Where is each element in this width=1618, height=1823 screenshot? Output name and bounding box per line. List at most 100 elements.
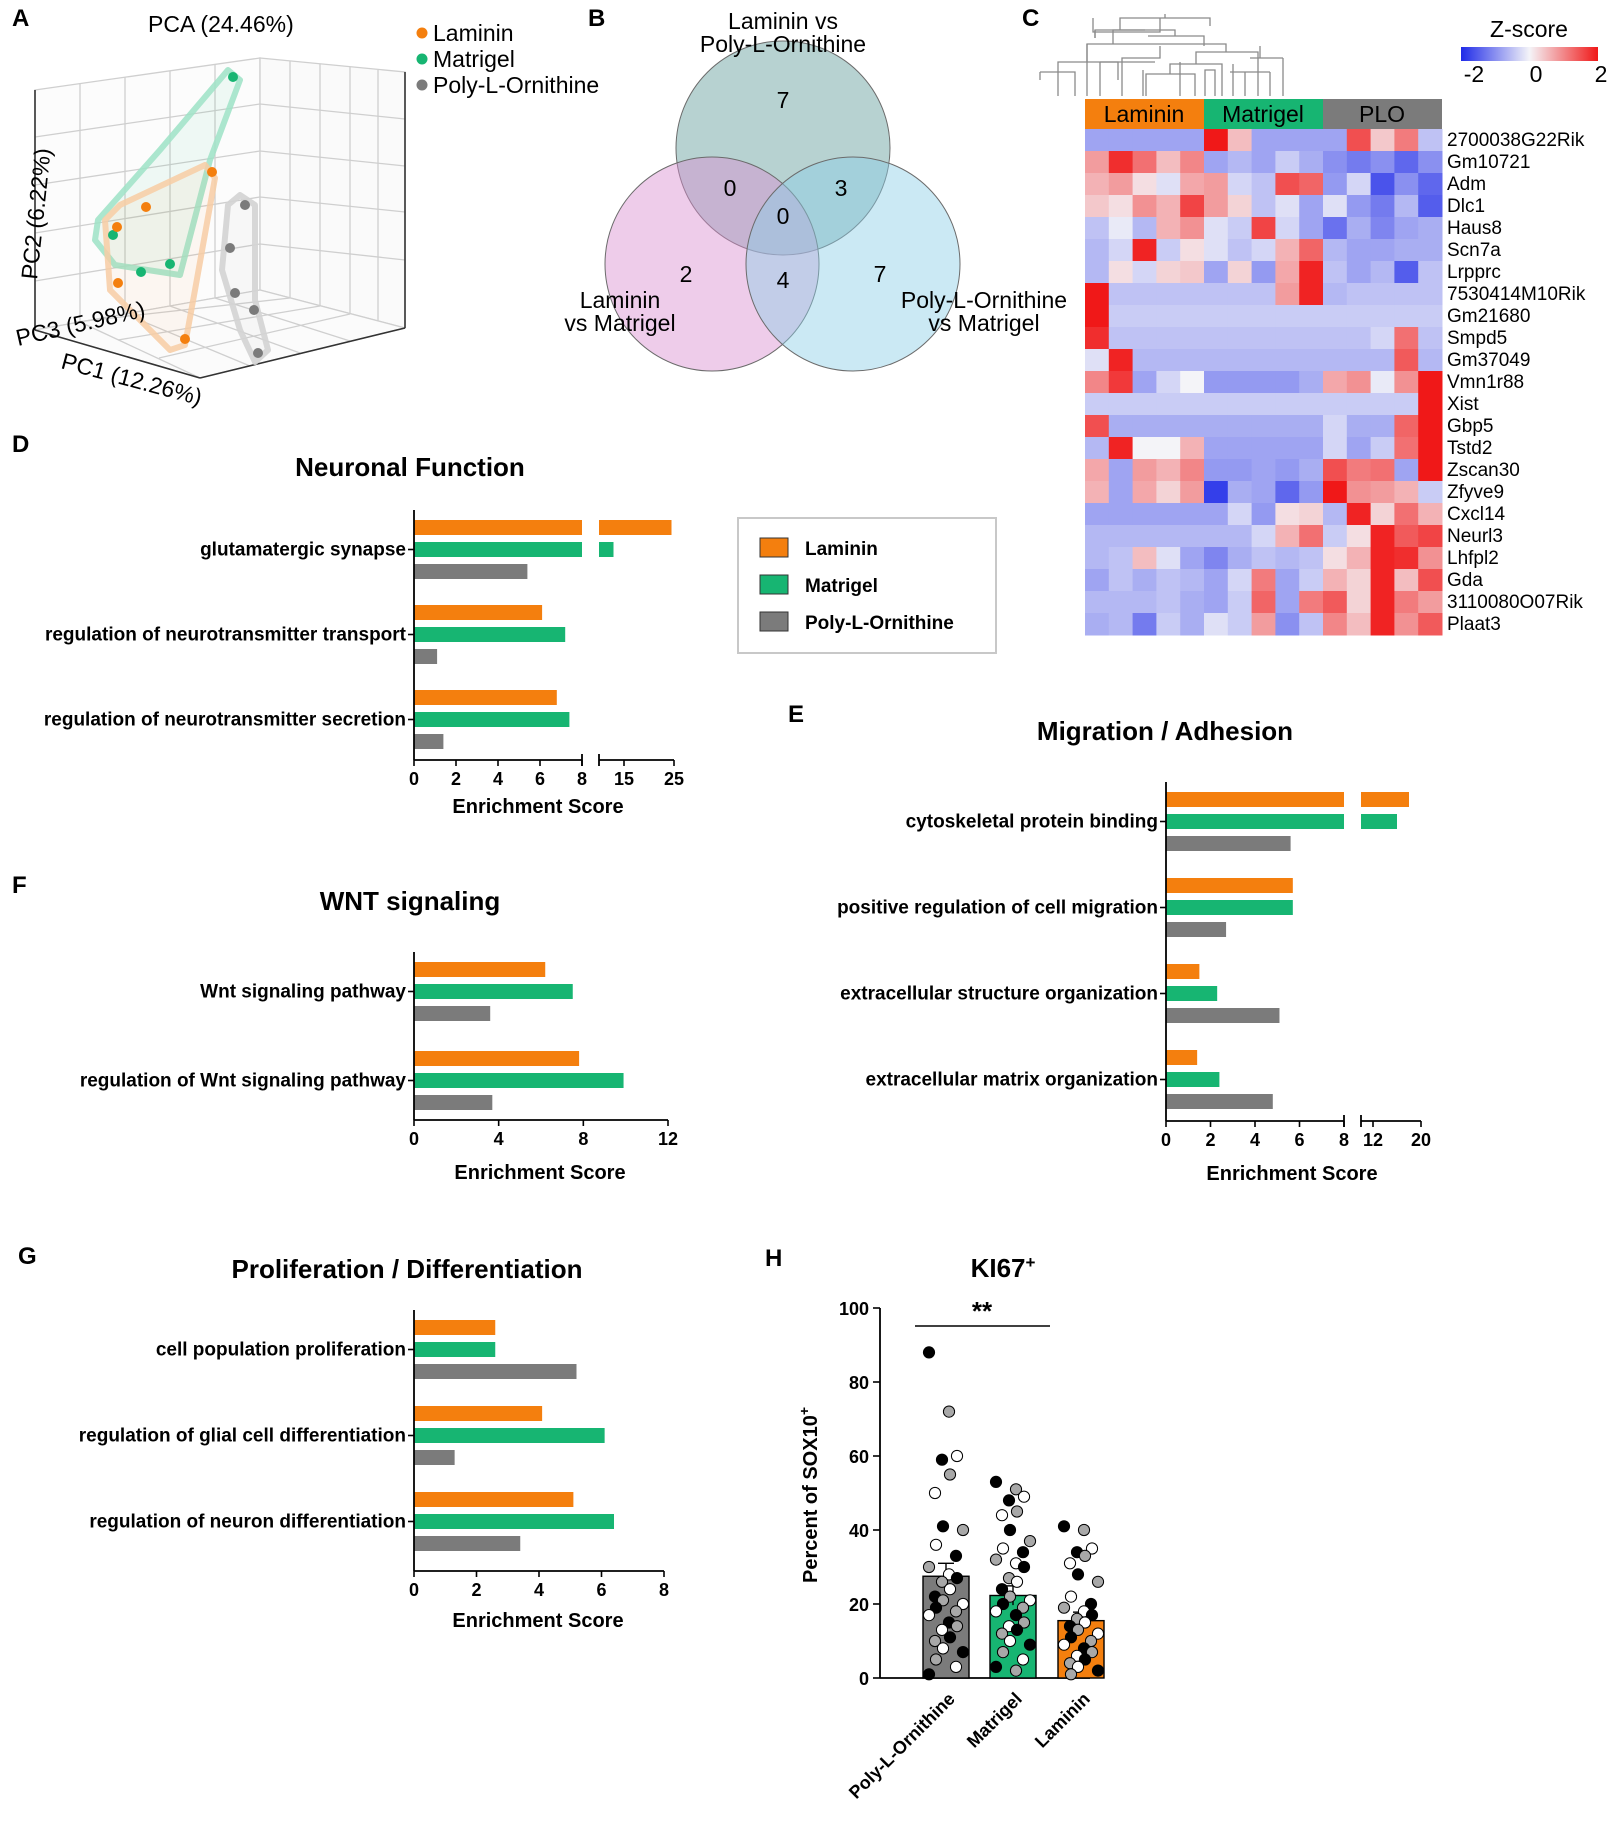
- heatmap-cell: [1227, 195, 1253, 218]
- heatmap-gene-label: Lrpprc: [1447, 262, 1501, 283]
- data-point: [935, 1623, 949, 1637]
- data-point: [1078, 1653, 1092, 1666]
- heatmap-cell: [1323, 261, 1348, 284]
- data-point: [1003, 1590, 1017, 1603]
- heatmap-cell: [1204, 239, 1229, 262]
- heatmap-cell: [1227, 129, 1253, 152]
- heatmap-gene-label: Vmn1r88: [1447, 372, 1524, 393]
- pca-point: [180, 334, 190, 344]
- heatmap-cell: [1180, 525, 1205, 548]
- heatmap-group-label-laminin: Laminin: [1104, 101, 1185, 127]
- category-label: extracellular matrix organization: [866, 1070, 1159, 1091]
- heatmap-cell: [1418, 239, 1443, 262]
- data-point: [995, 1583, 1009, 1596]
- data-point: [1010, 1623, 1024, 1637]
- heatmap-cell: [1370, 415, 1395, 438]
- x-tick-label: 20: [1411, 1130, 1431, 1150]
- heatmap-cell: [1323, 547, 1348, 570]
- heatmap-cell: [1251, 327, 1276, 350]
- heatmap-cell: [1085, 195, 1110, 218]
- heatmap-cell: [1346, 503, 1372, 526]
- data-point: [1016, 1601, 1030, 1614]
- data-point: [949, 1660, 963, 1674]
- data-point: [1077, 1523, 1091, 1537]
- heatmap-cell: [1299, 393, 1324, 416]
- bar: [414, 605, 543, 620]
- heatmap-cell: [1132, 503, 1157, 526]
- heatmap-cell: [1346, 393, 1372, 416]
- heatmap-cell: [1299, 481, 1324, 504]
- y-tick-label: 100: [839, 1299, 869, 1319]
- panel-label-h: H: [765, 1245, 782, 1272]
- heatmap-cell: [1370, 393, 1395, 416]
- data-point: [929, 1601, 943, 1614]
- bar: [1166, 792, 1344, 807]
- x-tick-label: 6: [1294, 1130, 1304, 1150]
- data-point: [1071, 1623, 1085, 1637]
- heatmap-cell: [1156, 591, 1181, 614]
- heatmap-cell: [1299, 261, 1324, 284]
- chart-e-migration-adhesion: Migration / Adhesion cytoskeletal protein…: [837, 716, 1431, 1185]
- heatmap-cell: [1346, 547, 1372, 570]
- y-tick-label: 0: [859, 1669, 869, 1689]
- data-point: [1010, 1505, 1024, 1518]
- heatmap-cell: [1156, 613, 1181, 636]
- x-tick-label: 2: [451, 769, 461, 789]
- heatmap-cell: [1251, 349, 1276, 372]
- heatmap-cell: [1346, 437, 1372, 460]
- data-point: [950, 1572, 964, 1585]
- heatmap-cell: [1156, 437, 1181, 460]
- venn-top-label-1: Laminin vs: [728, 8, 838, 34]
- bar: [414, 1450, 455, 1465]
- heatmap-cell: [1227, 283, 1253, 306]
- heatmap-cell: [1180, 481, 1205, 504]
- heatmap-cell: [1394, 173, 1419, 196]
- pca-hull-plo: [219, 192, 271, 365]
- pca-hull-matrigel: [92, 67, 243, 278]
- heatmap-cell: [1108, 591, 1134, 614]
- heatmap-cell: [1418, 613, 1443, 636]
- heatmap-cell: [1204, 349, 1229, 372]
- heatmap-cell: [1180, 239, 1205, 262]
- y-tick-label: 80: [849, 1373, 869, 1393]
- heatmap-cell: [1299, 415, 1324, 438]
- x-tick-label: 0: [409, 1129, 419, 1149]
- pca-hull-laminin: [102, 162, 218, 353]
- bar: [1166, 1094, 1273, 1109]
- heatmap-cell: [1346, 129, 1372, 152]
- heatmap-cell: [1108, 371, 1134, 394]
- heatmap-cell: [1299, 569, 1324, 592]
- bar: [414, 1006, 491, 1021]
- data-point: [1064, 1668, 1078, 1681]
- pca-point: [136, 267, 146, 277]
- bar: [414, 564, 528, 579]
- data-point: [928, 1634, 942, 1648]
- pca-legend-dot-laminin: [416, 27, 428, 39]
- x-tick-label: 4: [534, 1580, 544, 1600]
- pca-point: [253, 348, 263, 358]
- heatmap-cell: [1132, 195, 1157, 218]
- heatmap-cell: [1156, 371, 1181, 394]
- heatmap-cell: [1299, 613, 1324, 636]
- heatmap-cell: [1180, 217, 1205, 240]
- heatmap-cell: [1370, 327, 1395, 350]
- heatmap-cell: [1323, 591, 1348, 614]
- heatmap-cell: [1299, 283, 1324, 306]
- heatmap-cell: [1418, 459, 1443, 482]
- y-axis-label: Percent of SOX10+: [796, 1407, 822, 1583]
- heatmap-cell: [1085, 547, 1110, 570]
- heatmap-cell: [1323, 459, 1348, 482]
- heatmap-cell: [1204, 459, 1229, 482]
- heatmap-cell: [1394, 393, 1419, 416]
- heatmap-cell: [1204, 173, 1229, 196]
- heatmap-cell: [1156, 173, 1181, 196]
- heatmap-cell: [1204, 151, 1229, 174]
- heatmap-cell: [1227, 591, 1253, 614]
- heatmap-cell: [1394, 239, 1419, 262]
- heatmap-cell: [1132, 129, 1157, 152]
- heatmap-cell: [1156, 327, 1181, 350]
- pca-legend-dot-matrigel: [416, 53, 428, 65]
- heatmap-cell: [1132, 349, 1157, 372]
- venn-left-label-1: Laminin: [580, 287, 661, 313]
- heatmap-scale-tick-min: -2: [1464, 61, 1484, 87]
